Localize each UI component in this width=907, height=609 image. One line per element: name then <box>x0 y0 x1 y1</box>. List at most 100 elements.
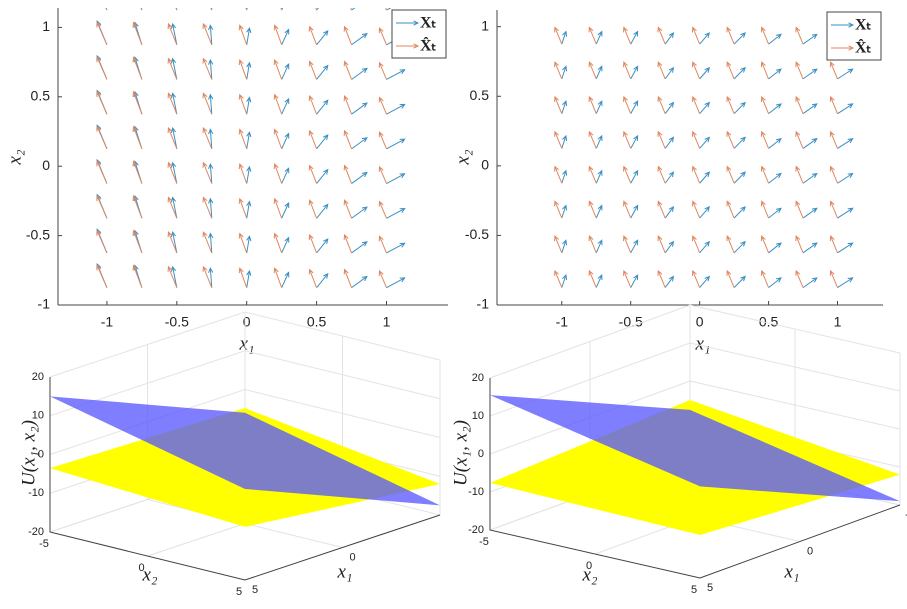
arrow <box>316 8 319 11</box>
arrow <box>273 197 283 219</box>
y-tick-label: 0 <box>586 560 592 572</box>
arrow <box>829 235 838 254</box>
arrow <box>378 96 387 115</box>
arrow <box>246 235 252 254</box>
arrow <box>768 138 782 149</box>
arrow <box>733 171 746 184</box>
arrow <box>658 0 665 9</box>
arrow <box>837 68 854 80</box>
arrow <box>802 242 818 254</box>
arrow <box>202 265 213 288</box>
arrow <box>343 25 353 45</box>
z-tick-label: 10 <box>472 410 484 422</box>
arrow <box>837 138 854 149</box>
arrow <box>281 236 290 254</box>
arrow <box>727 0 734 9</box>
arrow <box>664 275 675 288</box>
arrow <box>105 8 108 11</box>
arrow <box>588 269 597 288</box>
arrow <box>238 24 248 45</box>
arrow <box>386 138 406 150</box>
arrow <box>657 61 666 80</box>
legend-swatch <box>396 20 420 26</box>
arrow <box>595 134 603 149</box>
arrow <box>624 0 631 9</box>
arrow <box>691 95 701 114</box>
arrow <box>664 136 675 149</box>
arrow <box>316 272 329 288</box>
arrow <box>238 163 248 184</box>
arrow <box>246 165 252 184</box>
arrow <box>760 26 770 45</box>
arrow <box>691 235 701 254</box>
arrow <box>734 0 745 9</box>
arrow <box>726 269 735 288</box>
arrow <box>699 275 711 288</box>
arrow <box>96 264 108 288</box>
arrow <box>733 101 746 115</box>
arrow <box>699 136 711 149</box>
arrow <box>308 95 318 115</box>
arrow <box>554 61 563 80</box>
arrow <box>316 64 329 80</box>
y-tick-label: 0 <box>42 157 50 173</box>
arrow <box>343 233 353 254</box>
legend-swatch <box>831 45 855 51</box>
arrow <box>167 265 178 288</box>
arrow <box>316 238 329 254</box>
axis-line <box>489 378 901 579</box>
arrow <box>132 264 143 288</box>
arrow <box>308 164 318 184</box>
y-tick-label: -5 <box>39 538 49 550</box>
arrow <box>796 0 803 9</box>
arrow <box>726 95 735 114</box>
arrow <box>699 66 711 80</box>
quiver-area <box>554 0 854 289</box>
arrow <box>631 0 638 9</box>
y-tick-label: 0 <box>481 157 489 173</box>
arrow <box>132 125 143 150</box>
arrow <box>308 60 318 80</box>
x-tick-label: 0 <box>807 545 813 557</box>
arrow <box>630 239 639 254</box>
arrow <box>760 165 770 184</box>
z-tick-label: 10 <box>32 410 44 422</box>
arrow <box>733 136 746 149</box>
arrow <box>281 271 290 288</box>
arrow <box>202 196 213 219</box>
arrow <box>803 0 817 9</box>
arrow <box>281 167 290 184</box>
arrow <box>769 0 781 9</box>
arrow <box>561 273 568 288</box>
arrow <box>802 68 818 80</box>
arrow <box>554 269 563 288</box>
arrow <box>595 30 603 45</box>
arrow <box>167 196 178 219</box>
arrow <box>561 65 568 80</box>
x-tick-label: 0 <box>243 314 251 330</box>
arrow <box>595 65 603 80</box>
y-tick-label: 1 <box>481 17 489 33</box>
arrow <box>208 93 214 115</box>
arrow <box>733 240 746 254</box>
x-tick-label: 0.5 <box>759 314 779 330</box>
arrow <box>664 171 675 184</box>
arrow <box>351 275 368 289</box>
arrow <box>768 68 782 80</box>
arrow <box>726 235 735 254</box>
arrow <box>802 103 818 115</box>
arrow <box>273 93 283 115</box>
arrow <box>386 242 406 254</box>
arrow <box>202 161 213 184</box>
arrow <box>308 129 318 150</box>
arrow <box>657 95 666 114</box>
arrow <box>343 60 353 80</box>
arrow <box>208 197 214 219</box>
arrow <box>281 97 290 115</box>
arrow <box>795 130 804 149</box>
arrow <box>343 199 353 219</box>
arrow <box>386 173 406 185</box>
y-tick-label: 0.5 <box>31 88 51 104</box>
arrow <box>132 90 143 115</box>
arrow <box>273 128 283 150</box>
